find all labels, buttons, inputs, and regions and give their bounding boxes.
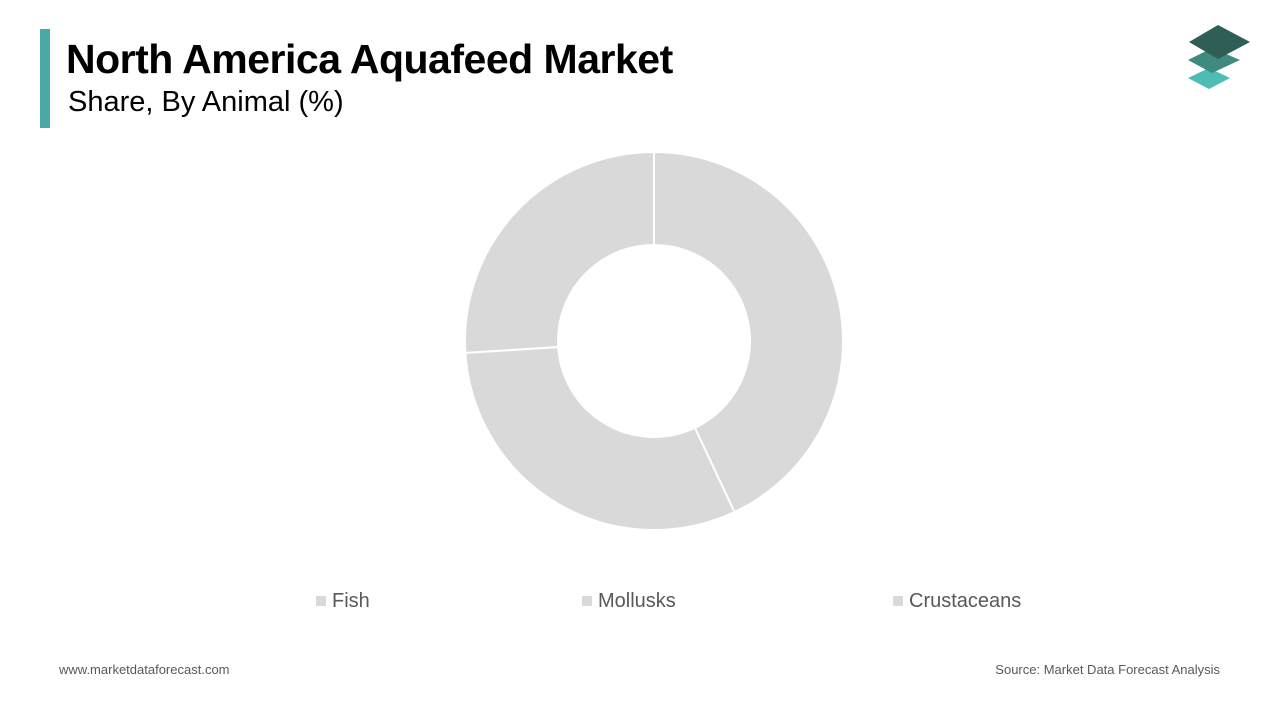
- title-accent-bar: [40, 29, 50, 128]
- legend-label: Mollusks: [598, 589, 676, 612]
- footer-website[interactable]: www.marketdataforecast.com: [59, 662, 230, 677]
- legend-item-mollusks: Mollusks: [582, 589, 676, 613]
- logo-layer-bottom: [1188, 68, 1230, 89]
- slice-fish: [653, 150, 844, 514]
- chart-title: North America Aquafeed Market: [66, 36, 673, 82]
- stacked-layers-icon: [1188, 25, 1250, 89]
- logo-layer-top: [1189, 25, 1250, 59]
- legend-label: Fish: [332, 589, 370, 612]
- legend-item-crustaceans: Crustaceans: [893, 589, 1021, 613]
- chart-subtitle: Share, By Animal (%): [68, 86, 344, 118]
- legend-item-fish: Fish: [316, 589, 370, 613]
- legend-label: Crustaceans: [909, 589, 1022, 612]
- slice-crustaceans: [464, 150, 655, 354]
- footer-source: Source: Market Data Forecast Analysis: [995, 662, 1220, 677]
- logo-layer-middle: [1188, 48, 1240, 73]
- slice-mollusks: [464, 345, 736, 531]
- legend-swatch: [316, 596, 326, 606]
- legend-swatch: [582, 596, 592, 606]
- legend-swatch: [893, 596, 903, 606]
